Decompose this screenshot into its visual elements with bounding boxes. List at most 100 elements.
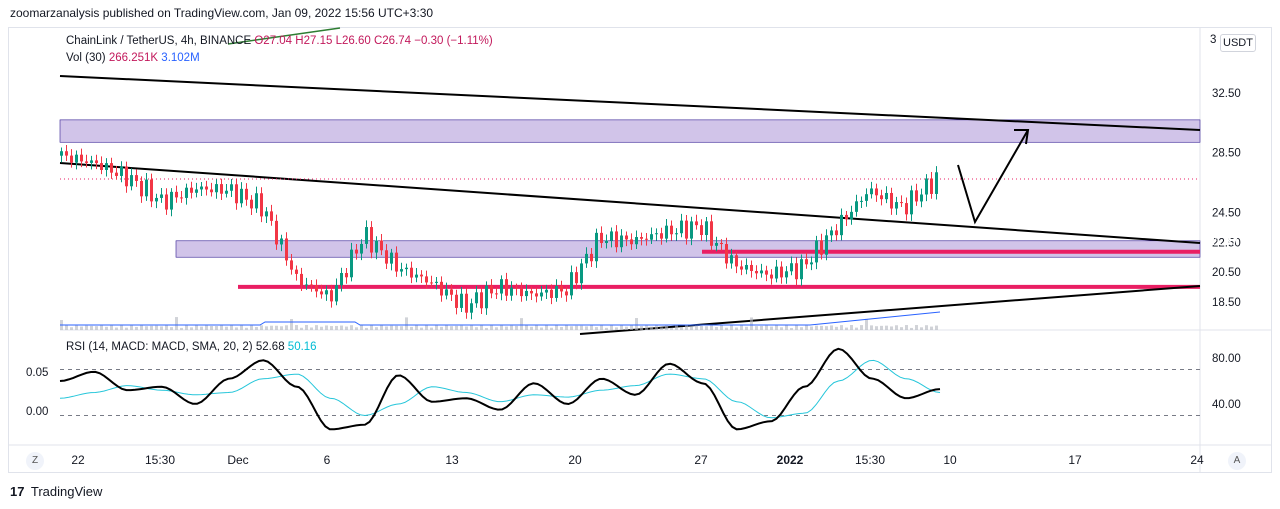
- volume-bar: [805, 325, 808, 330]
- candle-body: [60, 151, 63, 156]
- candle-body: [770, 274, 773, 279]
- candle-body: [840, 214, 843, 236]
- candle-body: [115, 172, 118, 176]
- volume-label[interactable]: Vol (30): [66, 52, 106, 64]
- candle-body: [360, 243, 363, 254]
- volume-bar: [390, 325, 393, 330]
- candle-body: [405, 267, 408, 270]
- candle-body: [155, 197, 158, 202]
- candle-body: [665, 225, 668, 239]
- volume-bar: [135, 326, 138, 330]
- volume-bar: [930, 326, 933, 330]
- change-value: −0.30 (−1.11%): [414, 35, 493, 47]
- candle-body: [150, 179, 153, 202]
- candle-body: [160, 194, 163, 198]
- candle-body: [515, 287, 518, 289]
- candle-body: [270, 211, 273, 221]
- volume-bar: [275, 325, 278, 330]
- volume-bar: [570, 326, 573, 330]
- volume-bar: [755, 326, 758, 330]
- candle-body: [640, 237, 643, 239]
- candle-body: [375, 240, 378, 253]
- candle-body: [910, 190, 913, 215]
- candle-body: [290, 260, 293, 270]
- volume-bar: [140, 325, 143, 330]
- volume-bar: [245, 327, 248, 330]
- currency-button[interactable]: USDT: [1220, 34, 1256, 52]
- volume-bar: [920, 327, 923, 330]
- volume-bar: [265, 326, 268, 330]
- rsi-label[interactable]: RSI (14, MACD: MACD, SMA, 20, 2): [66, 341, 253, 353]
- candle-body: [490, 285, 493, 294]
- volume-bar: [490, 325, 493, 330]
- candle-body: [120, 166, 123, 176]
- candle-body: [180, 197, 183, 199]
- volume-bar: [180, 327, 183, 330]
- support-zone: [175, 240, 1201, 258]
- volume-bar: [735, 327, 738, 330]
- candle-body: [385, 250, 388, 264]
- volume-bar: [320, 326, 323, 330]
- symbol-name[interactable]: ChainLink / TetherUS, 4h, BINANCE: [66, 35, 252, 47]
- volume-bar: [170, 327, 173, 330]
- volume-bar: [210, 325, 213, 330]
- candle-body: [660, 233, 663, 239]
- candle-body: [810, 262, 813, 265]
- volume-bar: [220, 325, 223, 330]
- volume-bar: [295, 325, 298, 330]
- candle-body: [535, 293, 538, 297]
- volume-bar: [280, 326, 283, 330]
- volume-bar: [560, 326, 563, 330]
- volume-bar: [545, 325, 548, 330]
- candle-body: [880, 195, 883, 200]
- candle-body: [775, 266, 778, 279]
- candle-body: [615, 231, 618, 248]
- candle-body: [400, 269, 403, 272]
- candle-body: [335, 285, 338, 302]
- candle-body: [865, 194, 868, 201]
- candle-body: [715, 242, 718, 246]
- candle-body: [750, 264, 753, 272]
- volume-bar: [840, 325, 843, 330]
- auto-scale-button[interactable]: A: [1228, 452, 1246, 470]
- volume-bar: [915, 325, 918, 330]
- y-tick-label: 18.50: [1212, 297, 1241, 309]
- candle-body: [895, 202, 898, 209]
- candle-body: [605, 240, 608, 244]
- rsi-tick-label: 80.00: [1212, 353, 1241, 365]
- candle-body: [90, 160, 93, 163]
- volume-bar: [65, 325, 68, 330]
- candle-body: [915, 190, 918, 202]
- footer-brand[interactable]: 17 TradingView: [10, 484, 102, 499]
- last-price-label: 26.74 03:33:22: [1203, 157, 1267, 187]
- zoom-button[interactable]: Z: [26, 452, 44, 470]
- x-tick-label: 15:30: [145, 453, 175, 467]
- volume-bar: [430, 327, 433, 330]
- candle-body: [800, 259, 803, 280]
- volume-bar: [520, 318, 523, 330]
- volume-bar: [850, 325, 853, 330]
- volume-bar: [515, 325, 518, 330]
- volume-bar: [425, 325, 428, 330]
- volume-bar: [555, 325, 558, 330]
- volume-bar: [575, 325, 578, 330]
- candle-body: [830, 230, 833, 236]
- volume-bar: [830, 325, 833, 330]
- candle-body: [70, 155, 73, 163]
- volume-bar: [510, 325, 513, 330]
- volume-bar: [895, 325, 898, 330]
- volume-bar: [330, 326, 333, 330]
- volume-bar: [595, 327, 598, 330]
- volume-bar: [435, 325, 438, 330]
- candle-body: [760, 270, 763, 274]
- volume-bar: [420, 327, 423, 330]
- candle-body: [720, 242, 723, 245]
- volume-bar: [125, 327, 128, 330]
- volume-bar: [630, 325, 633, 330]
- volume-bar: [325, 325, 328, 330]
- volume-bar: [890, 326, 893, 330]
- volume-bar: [175, 317, 178, 330]
- volume-bar: [445, 325, 448, 330]
- candle-body: [460, 293, 463, 308]
